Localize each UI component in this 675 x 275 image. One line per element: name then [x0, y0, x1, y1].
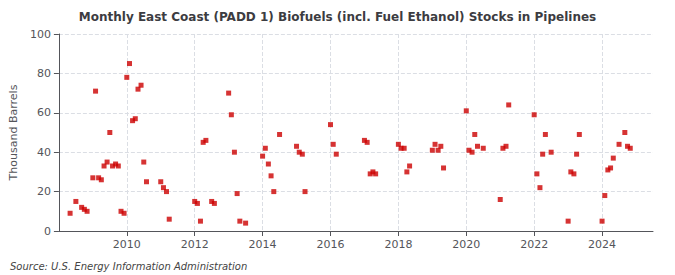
svg-text:0: 0 — [44, 225, 51, 238]
svg-text:100: 100 — [30, 28, 51, 41]
svg-text:2016: 2016 — [316, 238, 344, 251]
svg-text:Thousand Barrels: Thousand Barrels — [7, 84, 20, 181]
svg-text:2014: 2014 — [249, 238, 277, 251]
svg-text:40: 40 — [37, 146, 51, 159]
svg-text:Monthly East Coast (PADD 1) Bi: Monthly East Coast (PADD 1) Biofuels (in… — [79, 10, 596, 24]
svg-text:Source: U.S. Energy Informatio: Source: U.S. Energy Information Administ… — [10, 261, 247, 272]
svg-text:80: 80 — [37, 67, 51, 80]
svg-text:2010: 2010 — [113, 238, 141, 251]
svg-text:2024: 2024 — [588, 238, 616, 251]
svg-text:60: 60 — [37, 106, 51, 119]
svg-text:2012: 2012 — [181, 238, 209, 251]
svg-text:2022: 2022 — [520, 238, 548, 251]
svg-text:2018: 2018 — [384, 238, 412, 251]
svg-text:20: 20 — [37, 185, 51, 198]
svg-text:2020: 2020 — [452, 238, 480, 251]
